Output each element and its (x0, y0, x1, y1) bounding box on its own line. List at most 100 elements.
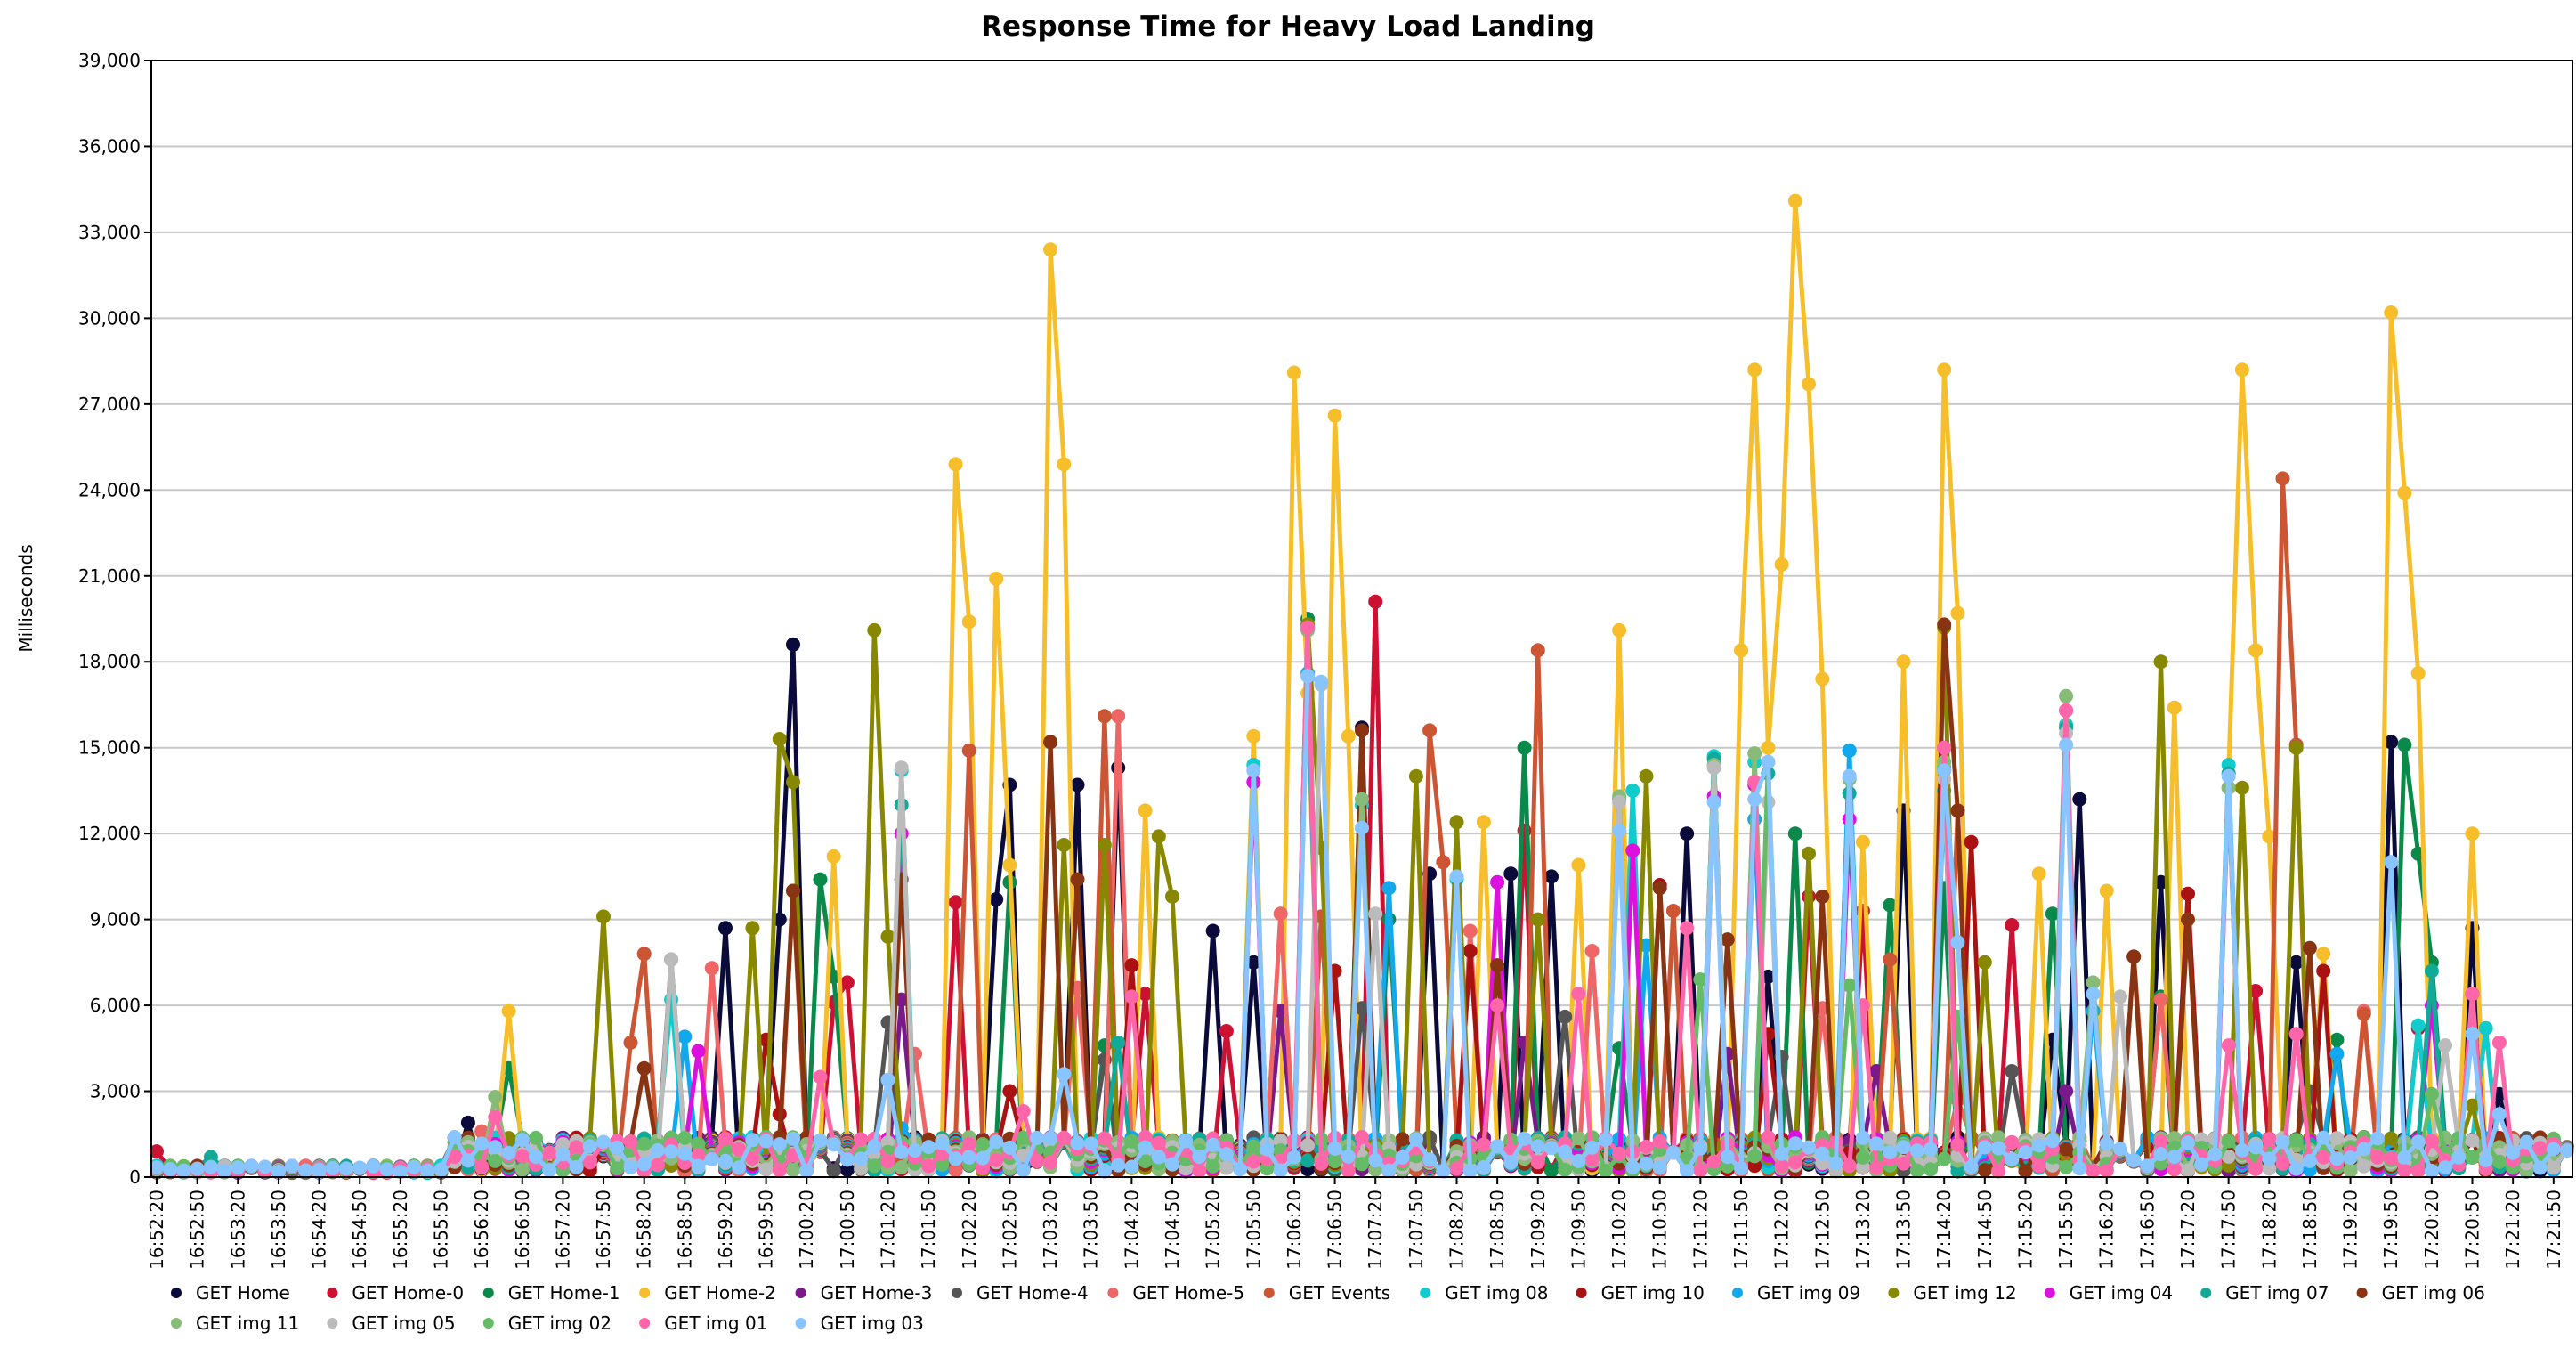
legend-swatch (171, 1288, 182, 1298)
data-point: GET img 01 17:11:10: 8,700 (1680, 921, 1695, 936)
data-point: GET Home-2 17:00:40: 11,200 (826, 849, 841, 864)
legend-swatch (952, 1288, 962, 1298)
data-point: GET img 11 17:15:00: 1,389 (1991, 1130, 2005, 1145)
data-point: GET img 11 17:12:00: 14,800 (1747, 746, 1762, 761)
data-point: GET Events 16:58:10: 4,700 (623, 1035, 638, 1050)
data-point: GET Home-2 17:06:50: 26,600 (1327, 408, 1342, 423)
y-tick-label: 33,000 (78, 222, 141, 243)
data-point: GET img 03 17:14:00: 923 (1909, 1143, 1924, 1158)
x-tick-label: 17:06:20 (1284, 1190, 1305, 1270)
legend-swatch (1107, 1288, 1119, 1298)
data-point: GET img 01 17:16:20: 222 (2099, 1163, 2114, 1178)
data-point: GET img 01 17:12:30: 520 (1787, 1155, 1802, 1170)
data-point: GET img 12 17:04:40: 11,900 (1151, 829, 1166, 844)
data-point: GET img 05 17:17:20: 234 (2181, 1163, 2195, 1178)
data-point: GET img 03 17:19:30: 980 (2356, 1142, 2371, 1157)
legend-item: GET img 02 (482, 1312, 612, 1334)
legend-item: GET Home-2 (639, 1282, 776, 1304)
data-point: GET img 09 17:19:10: 4,300 (2329, 1046, 2345, 1061)
data-point: GET img 01 17:00:30: 3,500 (813, 1069, 828, 1085)
data-point: GET img 02 17:11:20: 6,900 (1693, 972, 1708, 987)
data-point: GET img 03 17:02:50: 1,028 (1002, 1140, 1017, 1155)
data-point: GET img 03 17:08:00: 611 (1422, 1152, 1438, 1167)
data-point: GET img 03 17:21:10: 2,200 (2491, 1107, 2507, 1122)
data-point: GET img 01 17:17:00: 1,244 (2153, 1134, 2168, 1149)
data-point: GET Home-1 17:09:30: 223 (1544, 1163, 1559, 1178)
data-point: GET Events 17:18:30: 24,400 (2275, 471, 2290, 486)
data-point: GET img 03 17:14:40: 359 (1964, 1159, 1979, 1174)
data-point: GET Events 17:08:10: 11,000 (1436, 855, 1451, 870)
data-point: GET Home-2 17:12:00: 28,200 (1747, 362, 1762, 378)
data-point: GET img 12 17:01:10: 19,100 (867, 622, 882, 638)
data-point: GET img 02 17:05:20: 376 (1205, 1158, 1220, 1174)
data-point: GET Home-2 17:20:10: 17,600 (2410, 666, 2426, 681)
data-point: GET img 01 17:03:10: 568 (1029, 1153, 1044, 1168)
data-point: GET img 01 17:04:00: 1,356 (1097, 1131, 1112, 1146)
data-point: GET img 01 17:20:10: 213 (2410, 1164, 2426, 1179)
data-point: GET Home-2 17:18:10: 18,400 (2248, 643, 2264, 658)
data-point: GET img 11 17:01:30: 340 (894, 1160, 909, 1175)
data-point: GET img 03 17:09:40: 888 (1558, 1144, 1573, 1159)
legend-label: GET Home-1 (508, 1282, 620, 1304)
data-point: GET img 01 17:18:40: 5,000 (2288, 1027, 2304, 1042)
data-point: GET Home-1 17:19:10: 4,800 (2329, 1032, 2345, 1047)
data-point: GET img 12 17:18:00: 13,600 (2234, 780, 2249, 795)
axes: 0 3,000 6,000 9,000 12,000 15,000 18,000 21,000… (78, 50, 2564, 1270)
data-point: GET img 01 17:08:20: 305 (1449, 1161, 1464, 1176)
data-point: GET img 03 17:13:30: 1,168 (1869, 1136, 1884, 1151)
data-point: GET img 06 17:03:40: 10,400 (1070, 872, 1085, 887)
data-point: GET img 03 17:01:30: 874 (894, 1144, 909, 1159)
data-point: GET img 02 17:04:20: 1,250 (1124, 1134, 1139, 1149)
x-tick-label: 16:54:50 (349, 1190, 370, 1270)
data-point: GET Home-2 17:07:00: 15,400 (1341, 728, 1356, 744)
legend-item: GET Home-5 (1107, 1282, 1244, 1304)
x-tick-label: 17:13:50 (1893, 1190, 1915, 1270)
data-point: GET img 03 16:56:10: 582 (460, 1153, 475, 1168)
x-tick-label: 17:12:50 (1811, 1190, 1833, 1270)
y-tick-label: 27,000 (78, 394, 141, 415)
x-tick-label: 17:17:20 (2177, 1190, 2199, 1270)
y-tick-label: 30,000 (78, 307, 141, 329)
data-point: GET img 07 17:06:30: 580 (1300, 1153, 1316, 1168)
data-point: GET Home-5 17:17:00: 6,200 (2153, 992, 2168, 1007)
data-point: GET Home-2 17:18:20: 11,900 (2262, 829, 2277, 844)
x-tick-label: 16:58:50 (674, 1190, 695, 1270)
y-tick-label: 21,000 (78, 565, 141, 587)
data-point: GET img 03 17:04:30: 1,039 (1138, 1140, 1153, 1155)
x-tick-label: 16:56:20 (471, 1190, 492, 1270)
data-point: GET img 03 17:18:20: 639 (2262, 1151, 2277, 1166)
legend-label: GET img 12 (1913, 1282, 2016, 1304)
data-point: GET img 03 17:00:00: 1,148 (772, 1137, 787, 1152)
data-point: GET img 09 17:07:30: 10,100 (1381, 881, 1397, 896)
data-point: GET img 03 17:17:40: 796 (2207, 1147, 2223, 1162)
legend-swatch (1888, 1288, 1900, 1298)
data-point: GET img 03 17:03:40: 1,191 (1070, 1135, 1085, 1150)
data-point: GET img 01 17:01:00: 1,324 (854, 1132, 869, 1147)
legend-item: GET img 11 (171, 1312, 299, 1334)
data-point: GET img 03 17:10:40: 475 (1639, 1156, 1654, 1171)
data-point: GET Home-1 17:00:30: 10,400 (813, 872, 828, 887)
data-point: GET img 05 16:59:50: 269 (758, 1162, 774, 1177)
data-point: GET img 03 17:12:50: 823 (1815, 1146, 1830, 1161)
data-point: GET img 03 16:54:30: 312 (325, 1161, 340, 1175)
data-point: GET Home 17:00:50: 258 (839, 1162, 855, 1177)
x-tick-label: 17:07:50 (1405, 1190, 1427, 1270)
data-point: GET img 01 16:58:10: 1,243 (623, 1134, 638, 1149)
data-point: GET img 03 17:08:10: 204 (1436, 1164, 1451, 1179)
data-point: GET img 04 16:59:00: 4,400 (691, 1044, 706, 1059)
data-point: GET img 03 17:20:20: 219 (2424, 1164, 2439, 1178)
data-point: GET img 03 17:07:40: 688 (1395, 1150, 1410, 1165)
data-point: GET img 03 17:07:30: 227 (1381, 1163, 1397, 1178)
data-point: GET Events 16:58:20: 7,800 (636, 947, 652, 962)
data-point: GET img 01 16:57:10: 842 (542, 1145, 557, 1160)
data-point: GET img 03 16:57:50: 1,229 (596, 1134, 611, 1150)
x-tick-label: 17:15:20 (2014, 1190, 2036, 1270)
data-point: GET img 01 17:04:40: 1,193 (1151, 1135, 1166, 1150)
legend-swatch (1420, 1288, 1431, 1298)
data-point: GET img 03 17:18:30: 1,227 (2275, 1134, 2290, 1150)
legend-item: GET Events (1263, 1282, 1390, 1304)
data-point: GET img 03 17:10:50: 329 (1652, 1160, 1667, 1175)
data-point: GET Home-2 17:10:20: 19,100 (1612, 622, 1627, 638)
data-point: GET Home-0 17:04:30: 6,400 (1138, 987, 1153, 1002)
data-point: GET img 12 17:08:20: 12,400 (1449, 815, 1464, 830)
